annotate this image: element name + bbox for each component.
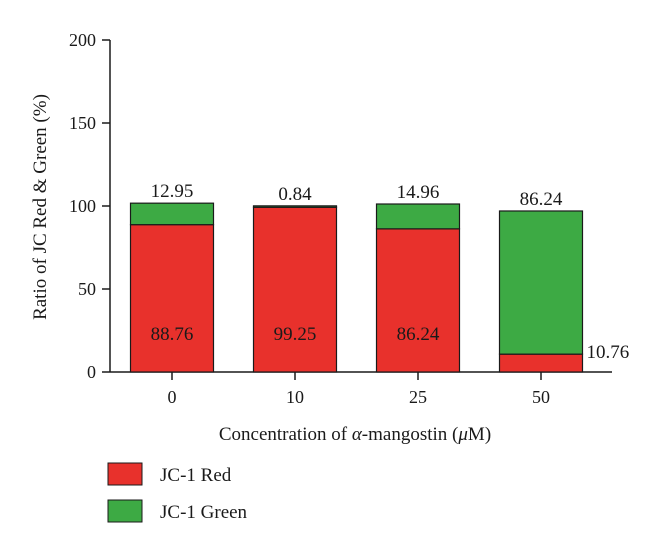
x-tick-label: 10	[286, 387, 304, 407]
bar-segment-red	[129, 224, 215, 373]
x-axis-title: Concentration of α-mangostin (μM)	[219, 424, 491, 445]
x-tick-label: 50	[532, 387, 550, 407]
legend-label-red: JC-1 Red	[160, 465, 232, 486]
legend: JC-1 Red JC-1 Green	[107, 462, 248, 523]
x-tick-label: 25	[409, 387, 427, 407]
legend-swatch-green	[107, 499, 143, 523]
data-label-red: 99.25	[274, 324, 317, 345]
data-label-red: 10.76	[587, 342, 630, 363]
data-label-green: 86.24	[520, 189, 563, 210]
bar-segment-green	[498, 210, 584, 355]
bars	[129, 202, 584, 373]
bar-segment-green	[129, 202, 215, 226]
y-tick-label: 200	[69, 30, 96, 50]
bar-segment-red	[252, 206, 338, 373]
y-tick-label: 150	[69, 113, 96, 133]
bar-segment-red	[375, 228, 461, 373]
data-labels: 12.95 88.76 0.84 99.25 14.96 86.24 86.24 10.76	[151, 181, 630, 363]
y-tick-label: 50	[78, 279, 96, 299]
x-tick-label: 0	[168, 387, 177, 407]
data-label-red: 88.76	[151, 324, 194, 345]
bar-segment-green	[252, 205, 338, 208]
data-label-green: 0.84	[278, 184, 312, 205]
data-label-red: 86.24	[397, 324, 440, 345]
data-label-green: 14.96	[397, 182, 440, 203]
legend-label-green: JC-1 Green	[160, 502, 248, 523]
legend-swatch-red	[107, 462, 143, 486]
bar-segment-red	[498, 353, 584, 373]
y-axis-title: Ratio of JC Red & Green (%)	[30, 94, 51, 320]
data-label-green: 12.95	[151, 181, 194, 202]
y-tick-label: 0	[87, 362, 96, 382]
axes: 0 50 100 150 200 0 10 25 50	[69, 30, 612, 407]
y-tick-label: 100	[69, 196, 96, 216]
bar-segment-green	[375, 203, 461, 230]
